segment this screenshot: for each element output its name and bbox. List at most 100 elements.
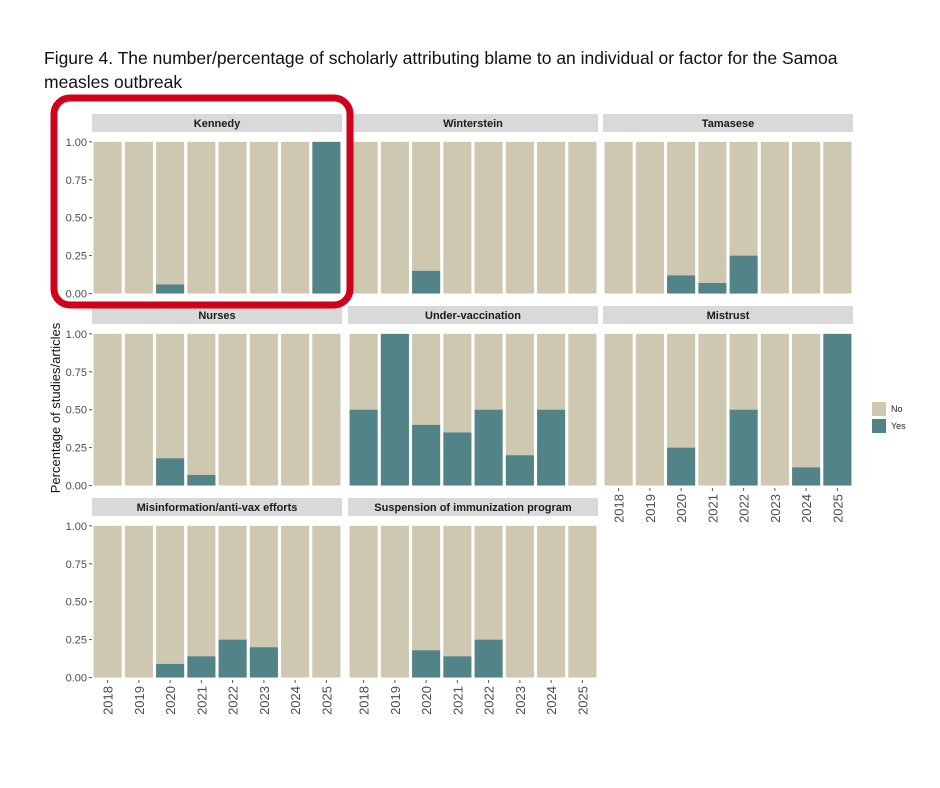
- x-tick-label: 2019: [132, 686, 147, 715]
- bar-yes-mistrust-2020: [667, 447, 696, 486]
- bar-yes-misinformation-anti-vax-efforts-2022: [218, 639, 247, 678]
- bar-no-under-vaccination-2022: [474, 333, 503, 410]
- x-tick-label: 2023: [513, 686, 528, 715]
- bar-no-suspension-of-immunization-program-2020: [412, 525, 441, 651]
- legend-swatch-no: [872, 402, 886, 416]
- bar-yes-kennedy-2020: [156, 284, 185, 294]
- bar-no-tamasese-2020: [667, 141, 696, 276]
- panel-strip-kennedy: [92, 114, 342, 132]
- y-tick-label: 1.00: [66, 137, 87, 149]
- bar-yes-nurses-2021: [187, 474, 216, 486]
- panel-strip-under-vaccination: [348, 306, 598, 324]
- x-tick-label: 2019: [643, 494, 658, 523]
- bar-no-kennedy-2019: [124, 141, 153, 294]
- bar-no-suspension-of-immunization-program-2022: [474, 525, 503, 640]
- x-tick-label: 2025: [319, 686, 334, 715]
- bar-no-mistrust-2023: [760, 333, 789, 486]
- x-tick-label: 2024: [544, 686, 559, 715]
- bar-no-winterstein-2025: [568, 141, 597, 294]
- bar-no-misinformation-anti-vax-efforts-2024: [281, 525, 310, 678]
- bar-no-suspension-of-immunization-program-2024: [537, 525, 566, 678]
- bar-no-kennedy-2024: [281, 141, 310, 294]
- bar-yes-under-vaccination-2023: [505, 455, 534, 486]
- x-tick-label: 2024: [288, 686, 303, 715]
- bar-yes-mistrust-2024: [792, 467, 821, 486]
- y-tick-label: 0.50: [66, 405, 87, 417]
- x-tick-label: 2023: [768, 494, 783, 523]
- bar-no-nurses-2018: [93, 333, 122, 486]
- x-tick-label: 2021: [705, 494, 720, 523]
- panel-title-kennedy: Kennedy: [194, 118, 241, 130]
- y-tick-label: 0.00: [66, 673, 87, 685]
- x-tick-label: 2022: [482, 686, 497, 715]
- panel-strip-nurses: [92, 306, 342, 324]
- panel-title-tamasese: Tamasese: [702, 118, 754, 130]
- bar-no-mistrust-2024: [792, 333, 821, 468]
- panel-strip-tamasese: [603, 114, 853, 132]
- bar-no-under-vaccination-2023: [505, 333, 534, 456]
- y-tick-label: 0.00: [66, 481, 87, 493]
- bar-no-nurses-2022: [218, 333, 247, 486]
- x-tick-label: 2019: [388, 686, 403, 715]
- bar-yes-suspension-of-immunization-program-2022: [474, 639, 503, 678]
- y-tick-label: 1.00: [66, 521, 87, 533]
- bar-yes-under-vaccination-2021: [443, 432, 472, 486]
- bar-no-tamasese-2018: [604, 141, 633, 294]
- x-tick-label: 2024: [799, 494, 814, 523]
- bar-no-winterstein-2018: [349, 141, 378, 294]
- bar-yes-tamasese-2022: [729, 255, 758, 294]
- bar-yes-misinformation-anti-vax-efforts-2020: [156, 663, 185, 678]
- bar-yes-suspension-of-immunization-program-2021: [443, 656, 472, 678]
- bar-no-under-vaccination-2025: [568, 333, 597, 486]
- bar-no-misinformation-anti-vax-efforts-2018: [93, 525, 122, 678]
- bar-yes-under-vaccination-2020: [412, 424, 441, 486]
- panel-title-under-vaccination: Under-vaccination: [425, 310, 521, 322]
- x-tick-label: 2018: [357, 686, 372, 715]
- bar-yes-nurses-2020: [156, 458, 185, 486]
- bar-no-winterstein-2023: [505, 141, 534, 294]
- bar-no-under-vaccination-2018: [349, 333, 378, 410]
- bar-no-nurses-2025: [312, 333, 341, 486]
- x-tick-label: 2023: [257, 686, 272, 715]
- x-tick-label: 2020: [674, 494, 689, 523]
- y-tick-label: 1.00: [66, 329, 87, 341]
- bar-no-winterstein-2024: [537, 141, 566, 294]
- bar-no-tamasese-2021: [698, 141, 727, 283]
- x-tick-label: 2022: [737, 494, 752, 523]
- bar-no-winterstein-2020: [412, 141, 441, 271]
- bar-no-winterstein-2019: [380, 141, 409, 294]
- bar-yes-misinformation-anti-vax-efforts-2023: [249, 647, 278, 678]
- bar-yes-misinformation-anti-vax-efforts-2021: [187, 656, 216, 678]
- bar-no-tamasese-2019: [635, 141, 664, 294]
- x-tick-label: 2025: [830, 494, 845, 523]
- y-tick-label: 0.75: [66, 175, 87, 187]
- bar-yes-suspension-of-immunization-program-2020: [412, 650, 441, 678]
- panel-strip-suspension-of-immunization-program: [348, 498, 598, 516]
- bar-yes-mistrust-2022: [729, 409, 758, 486]
- bar-no-misinformation-anti-vax-efforts-2021: [187, 525, 216, 657]
- figure-caption: Figure 4. The number/percentage of schol…: [44, 48, 838, 92]
- bar-no-mistrust-2019: [635, 333, 664, 486]
- y-tick-label: 0.25: [66, 251, 87, 263]
- x-tick-label: 2025: [575, 686, 590, 715]
- bar-no-misinformation-anti-vax-efforts-2023: [249, 525, 278, 648]
- panel-title-misinformation-anti-vax-efforts: Misinformation/anti-vax efforts: [137, 502, 298, 514]
- bar-no-nurses-2019: [124, 333, 153, 486]
- x-tick-label: 2022: [226, 686, 241, 715]
- bar-no-under-vaccination-2021: [443, 333, 472, 433]
- bar-no-suspension-of-immunization-program-2023: [505, 525, 534, 678]
- bar-no-mistrust-2020: [667, 333, 696, 448]
- bar-yes-under-vaccination-2019: [380, 333, 409, 486]
- bar-no-suspension-of-immunization-program-2021: [443, 525, 472, 657]
- bar-no-under-vaccination-2020: [412, 333, 441, 425]
- bar-no-winterstein-2021: [443, 141, 472, 294]
- bar-no-suspension-of-immunization-program-2019: [380, 525, 409, 678]
- bar-no-nurses-2023: [249, 333, 278, 486]
- x-tick-label: 2018: [612, 494, 627, 523]
- bar-yes-winterstein-2020: [412, 270, 441, 294]
- bar-no-mistrust-2021: [698, 333, 727, 486]
- bar-no-misinformation-anti-vax-efforts-2019: [124, 525, 153, 678]
- bar-no-tamasese-2025: [823, 141, 852, 294]
- panel-title-nurses: Nurses: [198, 310, 235, 322]
